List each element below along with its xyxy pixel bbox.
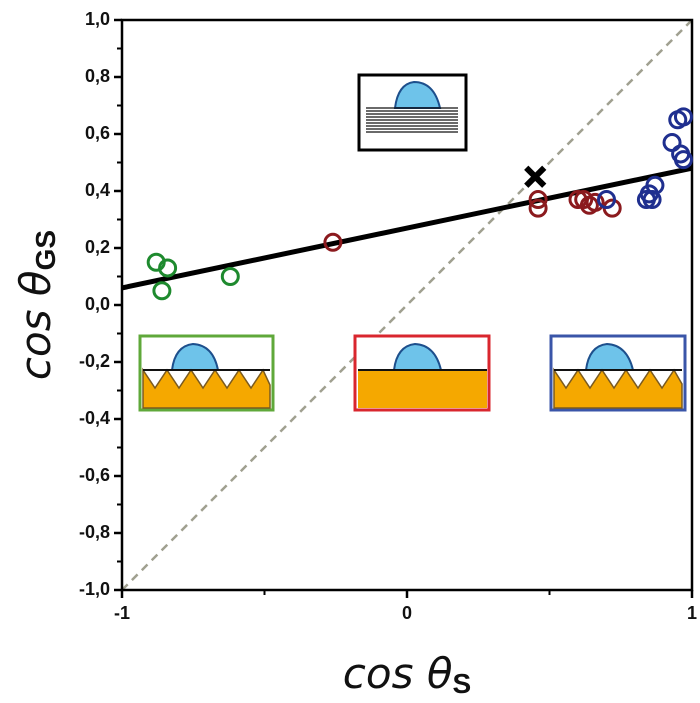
point <box>158 258 178 278</box>
point <box>597 190 616 210</box>
y-tick-label: -0,8 <box>79 522 110 542</box>
y-tick-label: 0,0 <box>85 294 110 314</box>
x-axis-label: cos θS <box>343 649 471 700</box>
point <box>636 190 656 210</box>
point <box>645 175 665 195</box>
plot-area <box>122 20 692 590</box>
y-tick-label: -0,4 <box>79 408 110 428</box>
x-tick-label: 0 <box>402 603 412 623</box>
point <box>528 190 548 210</box>
point <box>579 195 599 215</box>
point <box>671 144 691 164</box>
y-tick-label: 1,0 <box>85 9 110 29</box>
point <box>323 232 343 252</box>
x-tick-label: -1 <box>114 603 130 623</box>
y-tick-label: 0,8 <box>85 66 110 86</box>
y-tick-label: -0,2 <box>79 351 110 371</box>
x-tick-label: 1 <box>687 603 697 623</box>
y-tick-label: 0,4 <box>85 180 110 200</box>
y-axis-label: cos θGS <box>11 230 62 380</box>
fit-line <box>122 165 692 291</box>
cross-marker <box>524 165 547 188</box>
inset-flat-red <box>353 334 491 412</box>
point <box>220 267 240 286</box>
y-tick-label: -1,0 <box>79 579 110 599</box>
point <box>574 190 594 210</box>
y-tick-label: 0,2 <box>85 237 110 257</box>
point <box>152 281 172 301</box>
inset-rough-green <box>138 334 275 412</box>
y-tick-label: -0,6 <box>79 465 110 485</box>
y-tick-label: 0,6 <box>85 123 110 143</box>
inset-rough-blue <box>549 334 687 412</box>
point <box>673 107 693 127</box>
inset-flat <box>357 73 468 152</box>
point <box>528 198 548 218</box>
